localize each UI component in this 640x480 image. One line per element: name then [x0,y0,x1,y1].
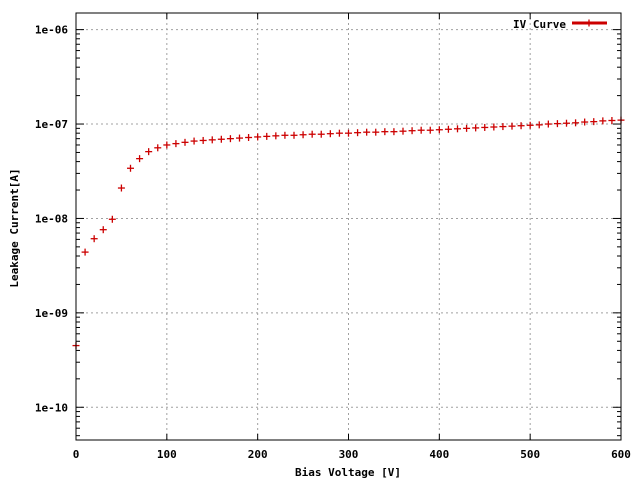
data-point [326,130,334,138]
data-point [354,129,362,137]
data-point [563,119,570,127]
data-point [254,133,262,141]
data-point [127,164,134,172]
data-point [381,128,389,136]
data-point [245,134,253,142]
data-point [472,124,480,132]
x-tick-label: 400 [429,448,449,461]
data-point [99,226,107,234]
data-point [154,144,162,152]
data-point [408,127,416,135]
data-point [199,136,207,144]
data-point [226,135,234,143]
data-point [308,130,316,138]
data-point [81,248,89,256]
data-point [599,117,607,125]
data-point [572,119,580,127]
y-axis-title: Leakage Current[A] [8,168,21,287]
data-point [508,122,516,130]
y-tick-label: 1e-09 [35,307,68,320]
data-point [490,123,498,131]
data-point [499,123,507,131]
data-point [236,134,243,142]
data-point [190,137,198,145]
data-point [335,129,343,137]
data-point [463,124,471,132]
data-point [290,131,298,139]
axis-ticks [75,13,622,440]
x-tick-label: 500 [520,448,540,461]
data-point [136,155,144,163]
plot-frame [75,12,622,441]
data-point [544,120,552,128]
data-point [208,136,216,144]
data-point [444,125,452,133]
data-point [145,148,153,156]
data-point [108,215,116,223]
data-point [372,128,380,136]
data-point [263,132,271,140]
x-tick-label: 100 [157,448,177,461]
data-point [426,126,434,134]
data-point [590,118,598,126]
data-point [435,126,443,134]
data-point [399,127,407,135]
data-point [454,125,461,133]
data-point [363,128,371,136]
data-point [608,117,616,125]
data-point [535,121,543,129]
y-tick-label: 1e-07 [35,118,68,131]
grid [76,13,621,440]
data-point [417,126,425,134]
data-point [317,130,325,138]
legend-label: IV Curve [513,18,566,31]
data-point [163,141,171,149]
data-point [299,131,307,139]
y-tick-label: 1e-06 [35,24,68,37]
data-point [481,123,489,131]
data-point [345,129,352,137]
x-tick-label: 200 [248,448,268,461]
data-point [117,184,125,192]
data-point [517,122,525,130]
data-point [181,138,189,146]
data-point [526,121,534,129]
x-tick-label: 300 [339,448,359,461]
y-tick-label: 1e-08 [35,212,68,225]
x-tick-label: 600 [611,448,631,461]
data-point [90,235,98,243]
legend-marker [585,19,593,27]
data-point [272,132,280,140]
x-axis-title: Bias Voltage [V] [295,466,401,479]
data-point [217,135,225,143]
data-point [281,131,289,139]
tick-labels: 0 100 200 300 400 500 600 1e-10 1e-09 1e-08 1e-07 1… [35,24,631,461]
x-tick-label: 0 [73,448,80,461]
legend: IV Curve [513,18,607,31]
data-point [172,140,180,148]
y-tick-label: 1e-10 [35,401,68,414]
data-point [553,120,561,128]
data-point [390,128,398,136]
data-point [581,118,589,126]
